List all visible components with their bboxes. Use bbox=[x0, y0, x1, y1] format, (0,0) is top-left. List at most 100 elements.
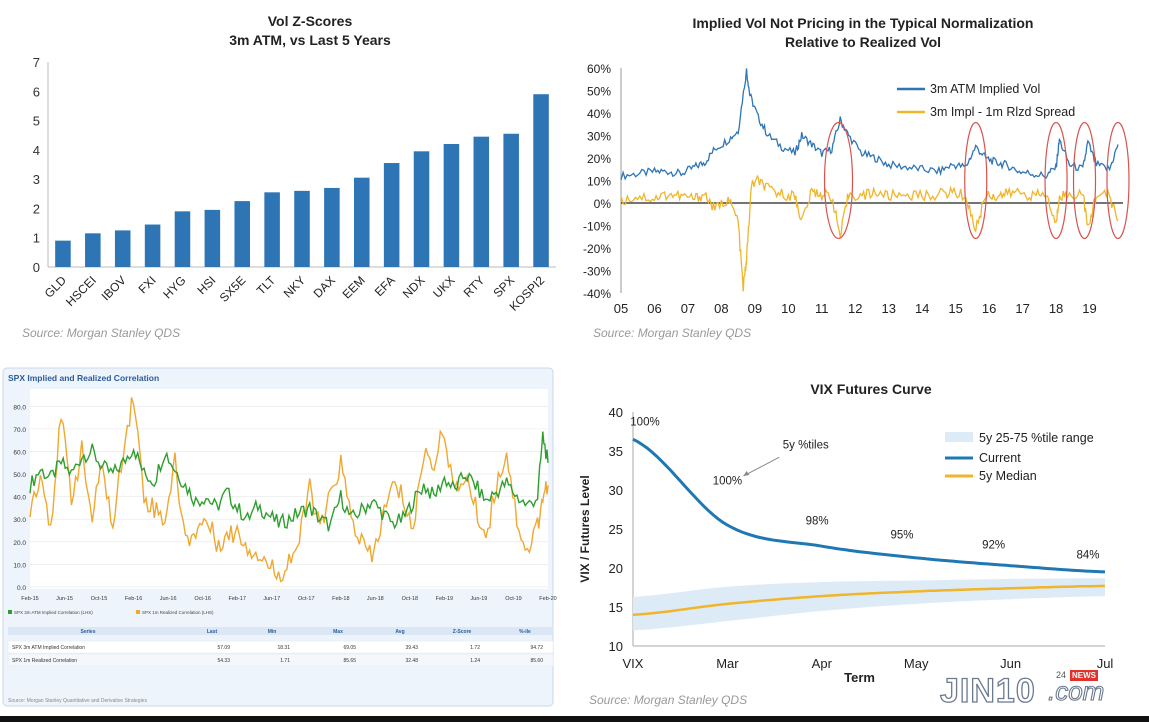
legend-label: 5y Median bbox=[979, 469, 1037, 483]
table-cell: 1.71 bbox=[280, 658, 290, 664]
y-tick-label: 30.0 bbox=[13, 517, 26, 524]
table-cell: 18.31 bbox=[277, 645, 290, 651]
legend-swatch bbox=[945, 432, 973, 442]
x-tick-label: SX5E bbox=[217, 273, 249, 305]
y-tick-label: 10 bbox=[609, 639, 623, 654]
x-tick-label: HSI bbox=[194, 273, 218, 297]
table-cell: 94.72 bbox=[530, 645, 543, 651]
x-tick-label: 11 bbox=[815, 301, 829, 316]
y-tick-label: 0 bbox=[33, 260, 40, 275]
x-tick-label: May bbox=[904, 656, 929, 671]
y-tick-label: 5 bbox=[33, 114, 40, 129]
x-tick-label: Oct-17 bbox=[298, 596, 315, 602]
bottom-border bbox=[0, 716, 1149, 722]
vix-futures-chart: VIX Futures Curve 10 15 20 25 30 35 40 VIX Mar Ap… bbox=[578, 381, 1114, 707]
y-tick-label: 70.0 bbox=[13, 427, 26, 434]
bar bbox=[503, 133, 519, 267]
legend-label: 5y 25-75 %tile range bbox=[979, 431, 1094, 445]
vol-zscores-panel: Vol Z-Scores 3m ATM, vs Last 5 Years 0 1 2… bbox=[0, 0, 570, 350]
legend-swatch bbox=[8, 610, 12, 614]
legend-label: SPX 3m ATM Implied Correlation (LHS) bbox=[14, 610, 93, 615]
highlight-ellipse bbox=[1044, 121, 1068, 240]
x-tick-label: DAX bbox=[311, 273, 338, 300]
x-tick-label: Jul bbox=[1097, 656, 1114, 671]
x-tick-label: HSCEI bbox=[63, 273, 99, 309]
percentile-band bbox=[633, 578, 1105, 631]
x-axis-title: Term bbox=[844, 670, 875, 685]
y-tick-label: 4 bbox=[33, 143, 40, 158]
y-tick-label: 40% bbox=[587, 107, 611, 121]
correlation-plot-area: 80.0 70.0 60.0 50.0 40.0 30.0 20.0 10.0 0.0 Feb-1… bbox=[7, 397, 557, 667]
x-tick-label: HYG bbox=[160, 273, 188, 301]
annotation-arrowhead bbox=[743, 470, 750, 476]
highlight-ellipse bbox=[1106, 121, 1130, 240]
y-tick-label: 30% bbox=[587, 130, 611, 144]
x-tick-label: FXI bbox=[136, 273, 159, 296]
bar bbox=[174, 211, 191, 267]
x-tick-label: Feb-16 bbox=[125, 596, 142, 602]
x-tick-label: 10 bbox=[781, 301, 795, 316]
y-tick-label: 3 bbox=[33, 172, 40, 187]
x-tick-label: 17 bbox=[1015, 301, 1029, 316]
bar bbox=[264, 192, 280, 267]
spx-correlation-chart: SPX Implied and Realized Correlation 80.… bbox=[2, 367, 557, 707]
x-tick-label: Jun-16 bbox=[160, 596, 177, 602]
chart-title: VIX Futures Curve bbox=[810, 381, 932, 397]
series-line bbox=[29, 431, 549, 532]
x-tick-label: Jun-18 bbox=[367, 596, 384, 602]
x-tick-label: 05 bbox=[614, 301, 628, 316]
table-header: Last bbox=[207, 629, 218, 635]
x-tick-label: EEM bbox=[340, 273, 368, 301]
x-tick-label: Feb-18 bbox=[332, 596, 349, 602]
y-tick-label: -20% bbox=[583, 242, 611, 256]
bar bbox=[144, 224, 161, 267]
x-tick-label: Apr bbox=[812, 656, 833, 671]
y-tick-label: -10% bbox=[583, 220, 611, 234]
x-tick-label: Jun-15 bbox=[56, 596, 73, 602]
x-tick-label: Jun-17 bbox=[263, 596, 280, 602]
x-tick-label: 15 bbox=[948, 301, 962, 316]
y-tick-label: 0% bbox=[594, 197, 612, 211]
table-cell: SPX 1m Realized Correlation bbox=[12, 658, 77, 664]
y-tick-label: 1 bbox=[33, 231, 40, 246]
bar bbox=[473, 136, 490, 267]
table-row bbox=[7, 653, 554, 667]
x-tick-label: TLT bbox=[254, 273, 279, 298]
table-header: %-ile bbox=[519, 629, 531, 635]
x-tick-label: 07 bbox=[681, 301, 695, 316]
legend-label: 3m ATM Implied Vol bbox=[930, 82, 1040, 96]
x-tick-label: 09 bbox=[748, 301, 762, 316]
table-row bbox=[7, 640, 554, 654]
highlight-ellipse bbox=[823, 121, 854, 240]
table-cell: SPX 3m ATM Implied Correlation bbox=[12, 645, 85, 651]
y-tick-label: 7 bbox=[33, 55, 40, 70]
highlight-ellipse bbox=[1072, 121, 1097, 240]
table-cell: 1.72 bbox=[470, 645, 480, 651]
y-tick-label: 20% bbox=[587, 152, 611, 166]
x-tick-label: 13 bbox=[881, 301, 895, 316]
percentile-label: 84% bbox=[1076, 550, 1099, 562]
spx-correlation-panel: SPX Implied and Realized Correlation 80.… bbox=[0, 365, 560, 710]
chart-title: Vol Z-Scores bbox=[268, 13, 353, 29]
chart-subtitle: 3m ATM, vs Last 5 Years bbox=[229, 32, 391, 48]
bar bbox=[234, 201, 251, 267]
x-tick-label: Feb-20 bbox=[539, 596, 556, 602]
bar bbox=[294, 190, 310, 267]
x-tick-label: Feb-17 bbox=[228, 596, 245, 602]
table-header: Min bbox=[268, 629, 277, 635]
highlight-ellipse bbox=[964, 121, 988, 240]
source-note: Source: Morgan Stanley Quantitative and … bbox=[8, 698, 147, 704]
percentile-label: 95% bbox=[891, 529, 914, 541]
jin10-watermark: JIN10 .com 24 NEWS bbox=[939, 670, 1140, 714]
bar bbox=[114, 230, 131, 267]
bar bbox=[413, 151, 430, 267]
y-tick-label: -30% bbox=[583, 265, 611, 279]
x-tick-label: 08 bbox=[714, 301, 728, 316]
line-plot-area: 60% 50% 40% 30% 20% 10% 0% -10% -20% -30% -40%05 06… bbox=[583, 62, 1130, 316]
x-tick-label: 18 bbox=[1049, 301, 1063, 316]
x-tick-label: 06 bbox=[647, 301, 661, 316]
watermark-badge-number: 24 bbox=[1056, 670, 1067, 680]
table-cell: 32.48 bbox=[405, 658, 418, 664]
source-note: Source: Morgan Stanley QDS bbox=[593, 326, 751, 340]
